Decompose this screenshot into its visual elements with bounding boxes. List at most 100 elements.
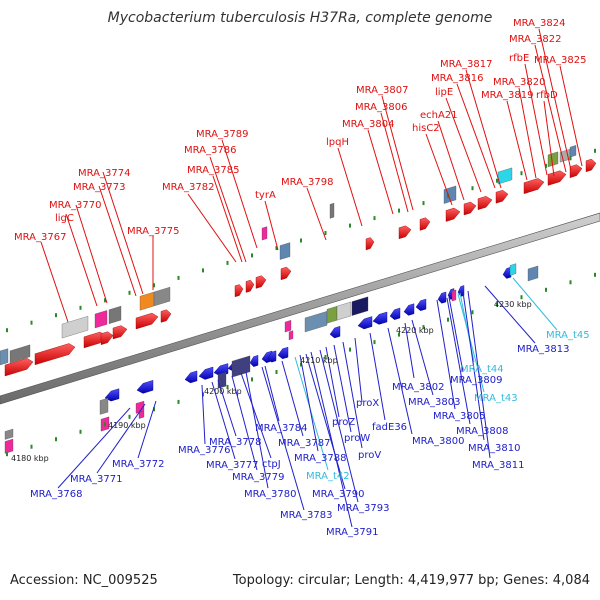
forward-gene-arrow [280,266,292,281]
scale-tick [177,399,180,404]
reverse-gene-arrow [372,311,388,325]
leader-line [264,200,279,251]
scale-tick [300,362,302,367]
leader-line [75,204,108,304]
scale-tick [324,231,327,235]
forward-gene-arrow [445,207,461,222]
leader-line [57,407,131,489]
gene-label: MRA_3770 [49,200,101,211]
feature-box [4,428,14,440]
gene-label: MRA_3783 [280,510,332,521]
gene-label: tyrA [255,190,276,201]
feature-box [153,286,171,307]
gene-label: MRA_3767 [14,232,66,243]
scale-tick [422,325,425,330]
gene-label: MRA_3773 [73,182,125,193]
scale-tick [520,171,523,176]
gene-label: MRA_3825 [534,55,586,66]
scale-tick [79,429,82,434]
feature-box [261,226,268,241]
scale-label: 4200 kbp [204,387,242,396]
forward-gene-arrow [419,217,431,231]
gene-label: MRA_3777 [206,460,258,471]
feature-box [547,151,559,168]
forward-gene-arrow [495,189,509,204]
scale-tick [251,377,253,382]
leader-line [310,351,353,528]
leader-line [221,139,258,249]
gene-label: MRA_3771 [70,474,122,485]
leader-line [212,175,243,263]
leader-line [437,120,465,201]
gene-label: lpqH [326,137,349,148]
leader-line [457,293,485,393]
gene-label: ligC [55,213,74,224]
leader-line [217,379,237,437]
scale-tick [594,148,596,153]
feature-box [336,301,352,321]
gene-label: MRA_3793 [337,503,389,514]
gene-label: MRA_t44 [460,364,504,375]
forward-gene-arrow [569,164,583,178]
scale-tick [349,223,351,228]
feature-box [108,305,122,325]
gene-label: MRA_3798 [281,177,333,188]
scale-tick [496,302,498,307]
scale-ticks [6,148,596,457]
gene-label: MRA_3805 [433,411,485,422]
scale-tick [226,260,229,265]
gene-label: proV [358,450,381,461]
gene-label: MRA_t42 [306,471,350,482]
scale-tick [471,186,474,191]
scale-label: 4230 kbp [494,300,532,309]
gene-label: proX [356,398,379,409]
leader-line [333,344,352,433]
leader-line [484,285,536,344]
leader-line [387,327,413,435]
gene-label: MRA_3820 [493,77,545,88]
gene-label: MRA_3775 [127,226,179,237]
map-title: Mycobacterium tuberculosis H37Ra, comple… [107,10,493,26]
scale-tick [6,452,8,457]
forward-gene-arrow [365,237,375,251]
feature-box [279,242,291,260]
forward-gene-arrow [160,309,172,323]
forward-gene-arrow [477,196,493,210]
scale-tick [496,178,498,183]
leader-line [294,356,329,471]
gene-label: MRA_3803 [408,397,460,408]
scale-tick [128,414,131,419]
gene-label: MRA_3808 [456,426,508,437]
gene-label: MRA_3811 [472,460,524,471]
lower-leader-lines [57,277,558,528]
leader-line [559,65,583,167]
feature-box [569,145,577,158]
leader-line [381,95,414,211]
gene-label: MRA_3804 [342,119,394,130]
leader-line [281,360,304,437]
leader-line [465,69,502,189]
scale-tick [275,370,278,374]
gene-label: MRA_3779 [232,472,284,483]
leader-line [404,322,415,379]
gene-label: ctpJ [262,459,281,470]
scale-label: 4190 kbp [108,421,146,430]
feature-box [451,289,457,302]
scale-tick [471,310,474,315]
scale-labels: 4180 kbp 4190 kbp 4200 kbp 4210 kbp 4220… [11,300,532,463]
reverse-gene-arrow [357,316,373,330]
feature-box [94,310,108,329]
scale-tick [373,216,376,221]
scale-tick [202,392,204,397]
reverse-gene-arrow [184,370,198,384]
leader-line [240,372,272,459]
leader-line [187,193,237,263]
leader-line [543,100,555,177]
gene-label: MRA_3810 [468,443,520,454]
gene-label: MRA_3776 [178,445,230,456]
gene-label: MRA_3778 [209,437,261,448]
gene-label: proZ [332,417,355,428]
feature-box [497,167,513,185]
leader-line [231,375,258,471]
